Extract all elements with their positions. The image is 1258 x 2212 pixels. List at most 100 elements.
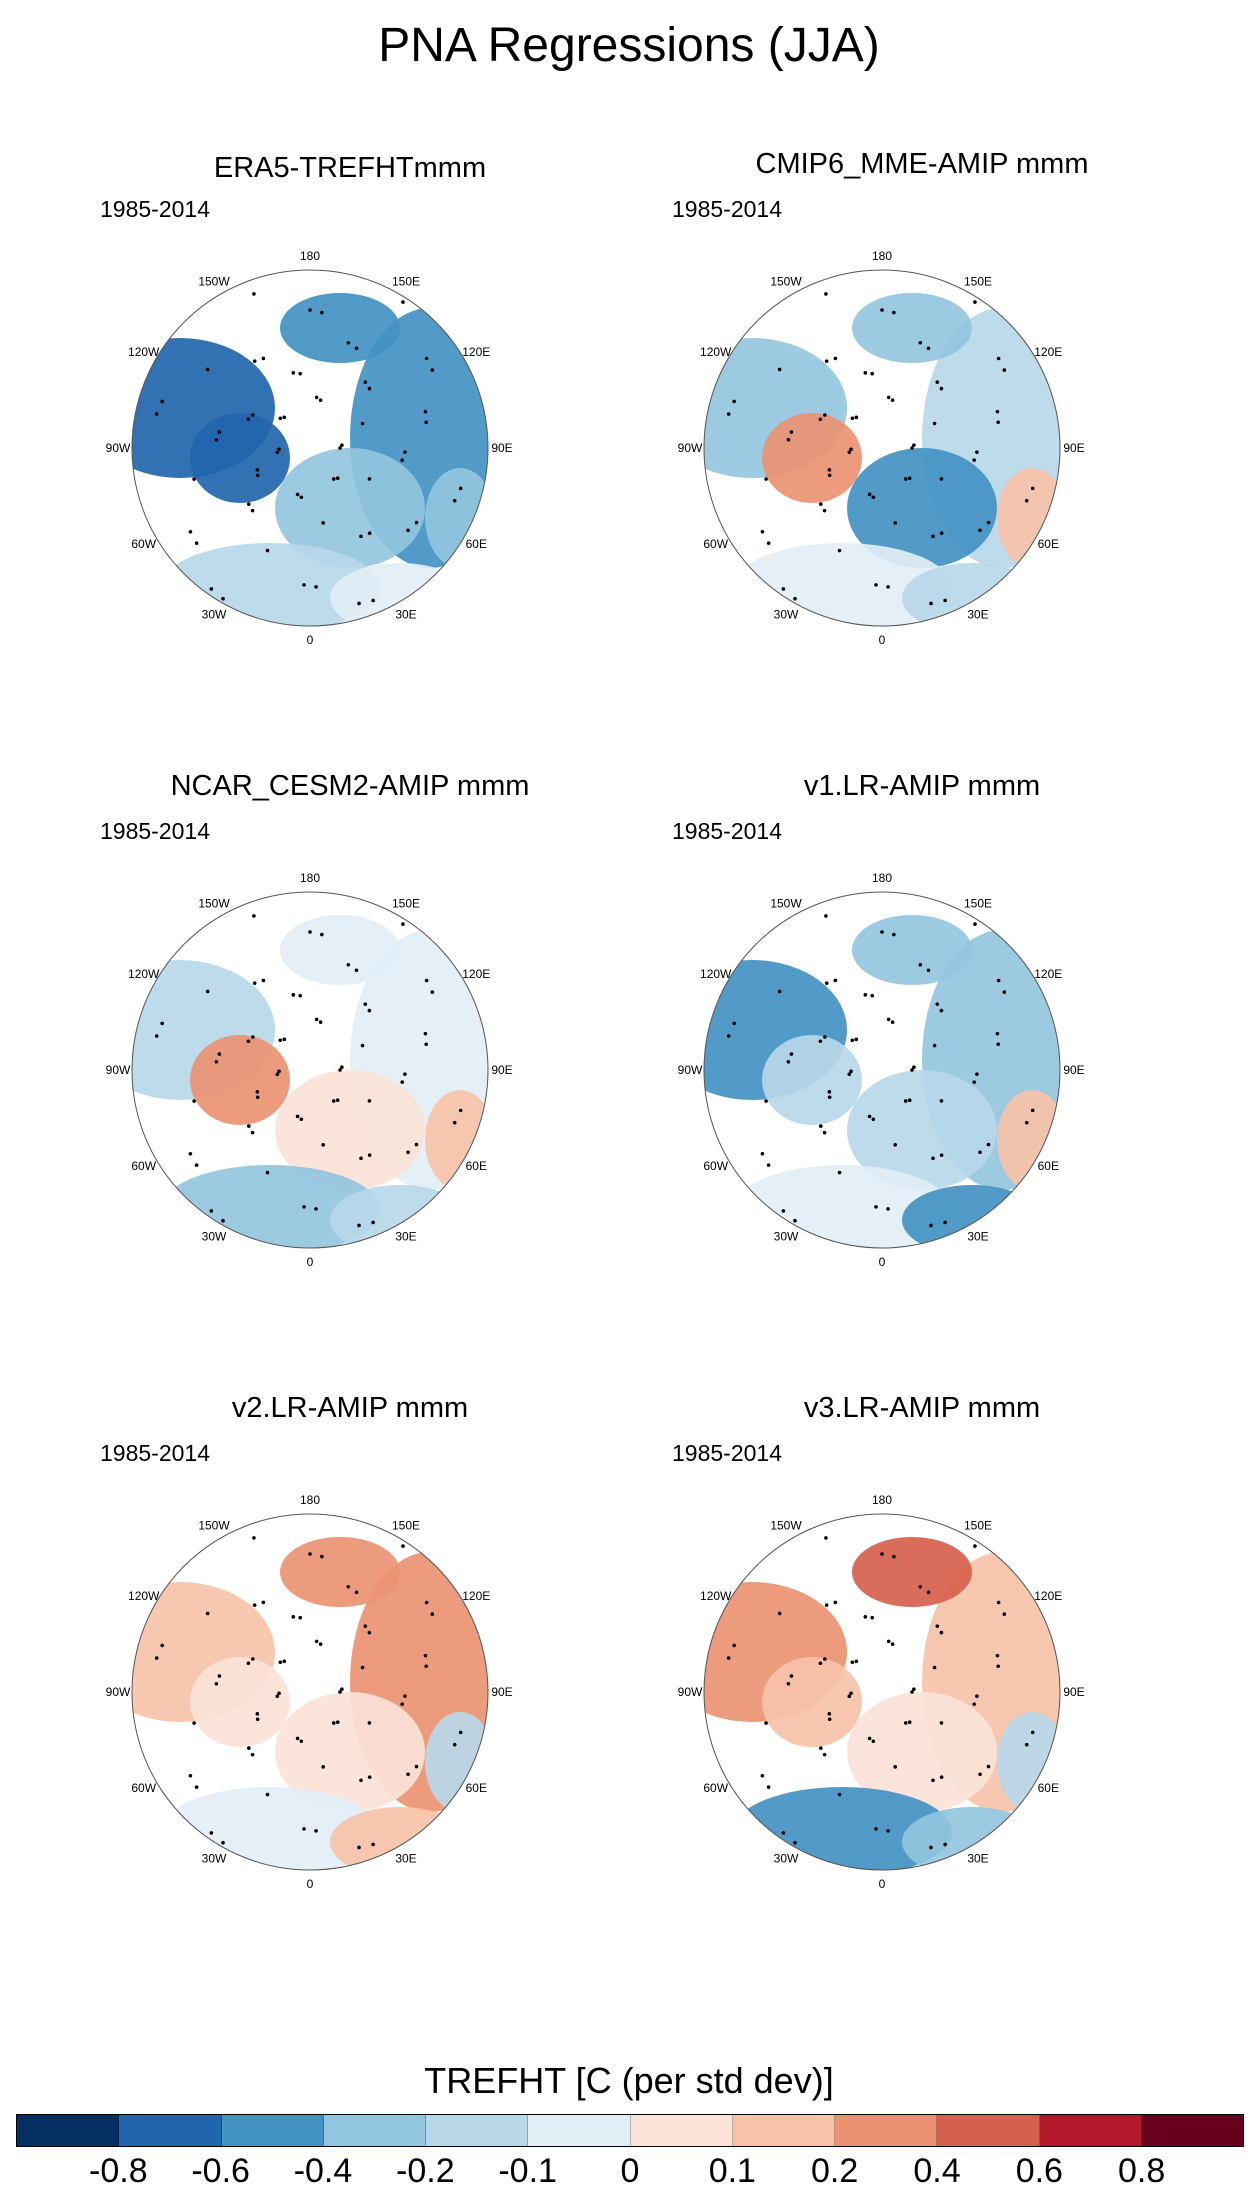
stipple-dot <box>251 413 255 417</box>
stipple-dot <box>367 1775 372 1779</box>
longitude-label: 0 <box>307 1255 314 1269</box>
stipple-dot <box>255 1090 260 1094</box>
colorbar-tick-label: 0.1 <box>708 2152 756 2190</box>
stipple-dot <box>918 340 923 345</box>
stipple-dot <box>251 1657 255 1661</box>
field-region <box>280 293 400 363</box>
stipple-dot <box>217 1052 222 1056</box>
longitude-label: 150W <box>198 1519 230 1533</box>
colorbar-segment <box>732 2115 835 2146</box>
longitude-label: 90W <box>106 1685 131 1699</box>
colorbar-tick-label: -0.1 <box>498 2152 557 2190</box>
colorbar-segment <box>1039 2115 1142 2146</box>
stipple-dot <box>847 1072 852 1077</box>
panel-v1: v1.LR-AMIP mmm 1985-2014 180 150E 120E 90E 6… <box>642 770 1242 1370</box>
longitude-label: 60E <box>466 537 487 551</box>
stipple-dot <box>318 1642 323 1646</box>
stipple-dot <box>867 1736 872 1741</box>
stipple-dot <box>265 548 270 553</box>
stipple-dot <box>777 1611 782 1616</box>
panel-title: ERA5-TREFHTmmm <box>213 152 487 184</box>
colorbar-segment <box>1141 2115 1243 2146</box>
stipple-dot <box>194 541 199 545</box>
stipple-dot <box>978 1150 982 1155</box>
stipple-dot <box>367 1153 372 1157</box>
field-region <box>762 413 862 503</box>
stipple-dot <box>726 412 731 416</box>
field-region <box>852 1537 972 1607</box>
stipple-dot <box>401 922 405 926</box>
stipple-dot <box>458 486 463 491</box>
stipple-dot <box>996 420 1000 425</box>
longitude-label: 180 <box>872 1493 892 1507</box>
stipple-dot <box>295 492 300 497</box>
stipple-dot <box>302 1205 306 1209</box>
stipple-dot <box>331 1099 336 1103</box>
polar-map: 180 150E 120E 90E 60E 30E 0 30W 60W 90W 120W 150W <box>678 871 1085 1269</box>
stipple-dot <box>221 1218 225 1223</box>
stipple-dot <box>893 1143 897 1147</box>
field-region <box>190 1035 290 1125</box>
stipple-dot <box>918 1584 923 1589</box>
stipple-dot <box>354 346 359 351</box>
stipple-dot <box>424 978 429 983</box>
stipple-dot <box>335 1098 340 1103</box>
stipple-dot <box>786 1682 791 1686</box>
stipple-dot <box>338 1690 342 1694</box>
colorbar-tick-label: -0.8 <box>89 2152 148 2190</box>
stipple-dot <box>423 1031 428 1036</box>
stipple-dot <box>863 1615 868 1619</box>
stipple-dot <box>308 308 312 312</box>
stipple-dot <box>321 1765 325 1769</box>
stipple-dot <box>793 1840 797 1845</box>
stipple-dot <box>789 430 794 434</box>
stipple-dot <box>346 1584 351 1589</box>
stipple-dot <box>424 420 428 425</box>
map-boundary <box>131 269 489 627</box>
stipple-dot <box>850 416 855 421</box>
stipple-dot <box>996 356 1001 361</box>
stipple-dot <box>870 371 875 376</box>
stipple-dot <box>255 1095 260 1100</box>
panel-period: 1985-2014 <box>100 1440 210 1466</box>
stipple-dot <box>458 1108 463 1113</box>
longitude-label: 120W <box>128 1589 160 1603</box>
stipple-dot <box>154 1656 159 1660</box>
stipple-dot <box>1002 1612 1007 1616</box>
stipple-dot <box>903 477 908 481</box>
longitude-label: 30W <box>202 607 227 621</box>
field-region <box>190 1657 290 1747</box>
stipple-dot <box>824 981 829 985</box>
stipple-dot <box>291 1615 296 1619</box>
longitude-label: 150W <box>770 275 802 289</box>
stipple-dot <box>414 1142 419 1147</box>
stipple-dot <box>892 310 896 315</box>
stipple-dot <box>359 534 363 539</box>
stipple-dot <box>907 1098 912 1103</box>
stipple-dot <box>939 1630 944 1635</box>
stipple-dot <box>1030 486 1035 491</box>
stipple-dot <box>246 1039 251 1044</box>
stipple-dot <box>777 367 782 372</box>
stipple-dot <box>360 1043 365 1048</box>
panel-cmip6: CMIP6_MME-AMIP mmm 1985-2014 180 150E 120E… <box>642 148 1242 748</box>
stipple-dot <box>154 1034 159 1038</box>
longitude-label: 120E <box>462 1589 490 1603</box>
longitude-label: 180 <box>300 249 320 263</box>
panel-period: 1985-2014 <box>672 196 782 222</box>
stipple-dot <box>314 1639 319 1644</box>
stipple-dot <box>331 1721 336 1725</box>
stipple-dot <box>1002 990 1007 994</box>
stipple-dot <box>192 1721 196 1725</box>
stipple-dot <box>217 430 222 434</box>
stipple-dot <box>824 292 828 296</box>
stipple-dot <box>367 1630 372 1635</box>
stipple-dot <box>827 468 832 472</box>
stipple-dot <box>926 1590 931 1595</box>
stipple-dot <box>414 520 419 525</box>
stipple-dot <box>314 1829 318 1833</box>
panel-title: v2.LR-AMIP mmm <box>231 1392 469 1424</box>
stipple-dot <box>1002 368 1007 372</box>
stipple-dot <box>871 495 876 500</box>
stipple-dot <box>295 1114 300 1119</box>
